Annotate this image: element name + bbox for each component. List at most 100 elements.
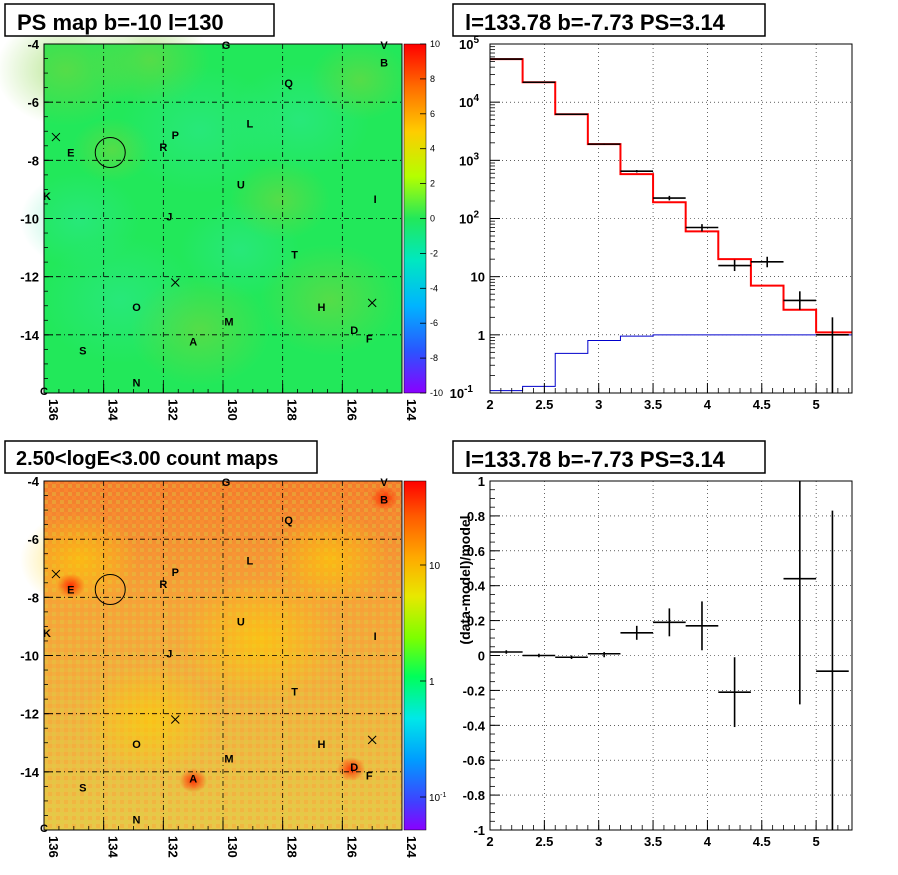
map-y-tick-label: -8: [27, 153, 39, 168]
count-map-axes: 136 134 132 130 128 126 124 -4 -6 -8 -10 -12 -14: [20, 474, 419, 858]
x-tick-label: 3: [595, 397, 602, 412]
data-point: [718, 259, 751, 272]
source-label: F: [366, 334, 373, 346]
source-label: V: [380, 40, 388, 52]
count-map-title: 2.50<logE<3.00 count maps: [16, 448, 278, 470]
map-x-tick-label: 132: [165, 399, 180, 421]
x-tick-label: 2: [486, 397, 493, 412]
colorbar-tick-label: -2: [430, 248, 438, 258]
x-tick-label: 4.5: [753, 397, 771, 412]
colorbar-tick-label: 6: [430, 109, 435, 119]
residual-point: [620, 625, 654, 640]
source-label: N: [133, 814, 141, 826]
data-point: [685, 224, 719, 232]
source-label: D: [350, 762, 358, 774]
source-label: U: [237, 180, 245, 192]
x-tick-label: 4.5: [753, 834, 771, 849]
source-label: K: [43, 191, 51, 203]
map-y-tick-label: -12: [20, 707, 39, 722]
residual-point: [555, 655, 588, 659]
map-texture-blob: [20, 512, 140, 608]
hot-spot: [370, 486, 399, 511]
y-tick-label: 0: [478, 649, 485, 664]
source-label: J: [166, 212, 172, 224]
source-label: O: [132, 302, 141, 314]
colorbar-tick-label: 10: [429, 561, 441, 572]
x-tick-label: 2.5: [535, 397, 553, 412]
map-x-tick-label: 136: [46, 836, 61, 858]
map-x-tick-label: 136: [46, 399, 61, 421]
ps-map-axes: 136 134 132 130 128 126 124 -4 -6 -8 -10 -12 -14: [20, 37, 419, 421]
y-tick-label: 10: [471, 270, 485, 285]
map-x-tick-label: 124: [404, 399, 419, 421]
background-model-line: [490, 334, 852, 392]
residual-point: [653, 608, 686, 637]
map-x-tick-label: 132: [165, 836, 180, 858]
map-texture-blob: [310, 40, 410, 120]
source-label: H: [317, 739, 325, 751]
residual-point: [685, 601, 719, 651]
source-label: N: [133, 377, 141, 389]
map-y-tick-label: -10: [20, 212, 39, 227]
map-texture-blob: [130, 274, 270, 386]
residual-point: [522, 653, 556, 658]
x-tick-label: 4: [704, 834, 712, 849]
map-texture-blob: [180, 576, 340, 704]
y-tick-label: 1: [478, 474, 485, 489]
map-y-tick-label: -4: [27, 37, 39, 52]
colorbar-tick-label: 0: [430, 214, 435, 224]
source-label: L: [246, 556, 253, 568]
map-y-tick-label: -14: [20, 328, 40, 343]
count-map-texture: [20, 486, 399, 793]
data-point: [522, 81, 556, 84]
cross-marker: [367, 298, 377, 308]
spectrum-title: l=133.78 b=-7.73 PS=3.14: [465, 10, 726, 35]
source-label: P: [172, 567, 179, 579]
source-label: B: [380, 494, 388, 506]
source-label: M: [224, 753, 233, 765]
source-label: B: [380, 57, 388, 69]
x-tick-label: 5: [813, 834, 820, 849]
source-label: R: [159, 579, 167, 591]
count-map-panel: GVBQLPREUKIJTOHMDFASNC 13613413213012812…: [4, 440, 446, 858]
colorbar-tick-label: 4: [430, 144, 435, 154]
map-x-tick-label: 126: [344, 399, 359, 421]
residual-point: [816, 510, 849, 830]
x-tick-label: 3.5: [644, 397, 662, 412]
ps-colorbar-ticks: 10 8 6 4 2 0 -2 -4 -6 -8 -10: [420, 39, 443, 398]
ps-map-title: PS map b=-10 l=130: [17, 10, 224, 35]
residual-title: l=133.78 b=-7.73 PS=3.14: [465, 447, 726, 472]
data-point: [816, 317, 849, 393]
source-label: L: [246, 119, 253, 131]
map-x-tick-label: 134: [106, 836, 121, 858]
x-tick-label: 4: [704, 397, 712, 412]
source-label: V: [380, 477, 388, 489]
cross-marker: [367, 735, 377, 745]
data-point: [783, 291, 817, 310]
x-tick-label: 2.5: [535, 834, 553, 849]
map-texture-blob: [20, 172, 140, 268]
spectrum-background-model: [490, 334, 852, 392]
colorbar-tick-label: -4: [430, 283, 438, 293]
y-tick-label: -0.2: [463, 683, 485, 698]
colorbar-tick-label: 1: [429, 677, 435, 688]
y-tick-label: 102: [459, 210, 479, 227]
source-label: M: [224, 316, 233, 328]
source-label: S: [79, 782, 86, 794]
map-y-tick-label: -14: [20, 765, 40, 780]
y-tick-label: 0.8: [467, 509, 485, 524]
x-tick-label: 5: [813, 397, 820, 412]
data-point: [620, 170, 654, 173]
y-tick-label: 0.6: [467, 544, 485, 559]
source-label: I: [374, 631, 377, 643]
source-label: J: [166, 649, 172, 661]
map-texture-blob: [260, 244, 400, 356]
hot-spot: [179, 768, 208, 793]
count-colorbar: [403, 480, 427, 831]
source-label: A: [189, 337, 197, 349]
x-tick-label: 3.5: [644, 834, 662, 849]
source-label: D: [350, 325, 358, 337]
